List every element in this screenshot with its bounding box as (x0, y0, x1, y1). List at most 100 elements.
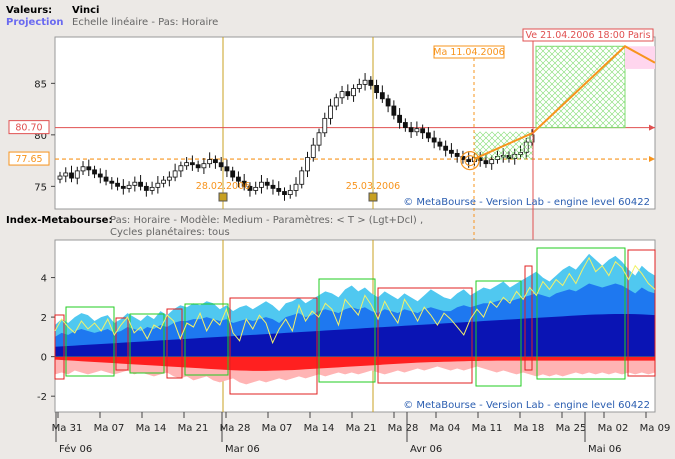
index-tick: 4 (41, 274, 47, 285)
candle (333, 97, 339, 107)
index-cycles: Cycles planétaires: tous (110, 227, 230, 238)
cycle-box (54, 314, 65, 380)
cycle-box (524, 265, 533, 371)
candle (264, 181, 270, 186)
index-params: Pas: Horaire - Modèle: Medium - Paramètr… (110, 215, 424, 226)
index-areas (55, 240, 655, 412)
candle (166, 176, 172, 181)
candle (379, 92, 385, 100)
candle (132, 181, 138, 186)
cycle-box (536, 247, 626, 380)
candle (178, 165, 184, 172)
candle (253, 186, 259, 191)
projection-start-circle-inner (464, 155, 476, 167)
candle (282, 191, 287, 195)
event-date-label: 25.03.2006 (346, 181, 400, 192)
x-tick: Ma 11 (472, 423, 503, 434)
candle (218, 162, 224, 168)
index-yellow-line (54, 256, 656, 345)
x-tick: Ma 07 (94, 423, 125, 434)
candle (414, 128, 420, 133)
projection-tail-fill (625, 46, 655, 69)
candle (305, 157, 310, 172)
x-month: Mar 06 (225, 444, 260, 455)
candle (351, 88, 356, 97)
valeurs-value: Vinci (72, 5, 100, 16)
x-tick: Ma 28 (220, 423, 251, 434)
candle (489, 159, 495, 165)
candle (345, 91, 351, 97)
candle (172, 170, 178, 178)
x-month: Avr 06 (410, 444, 442, 455)
x-tick: Ma 21 (178, 423, 209, 434)
candle (86, 166, 92, 171)
projection-start-circle (460, 150, 480, 171)
candle (397, 114, 403, 123)
candle (184, 162, 190, 167)
price-tick: 85 (34, 79, 47, 90)
candle (316, 132, 322, 146)
cycle-box (129, 313, 165, 374)
candle (362, 79, 368, 85)
cycle-box (184, 303, 229, 376)
candle (270, 184, 276, 189)
x-month: Mai 06 (588, 444, 621, 455)
candle (195, 164, 201, 169)
projection-start-label: Ma 11.04.2006 (433, 47, 504, 58)
candle (155, 182, 161, 188)
x-month: Fév 06 (59, 443, 92, 455)
arrow-right (649, 124, 655, 131)
candle (126, 184, 132, 189)
cycle-box (318, 278, 376, 383)
candle (437, 141, 443, 147)
index-y-axis: -2 0 2 4 (37, 274, 55, 403)
x-tick: Ma 21 (346, 423, 377, 434)
candle (287, 190, 293, 195)
index-footer: © MetaBourse - Version Lab - engine leve… (403, 400, 650, 411)
candles (57, 73, 535, 201)
candle (339, 91, 345, 99)
candle (236, 176, 241, 182)
candle (241, 180, 247, 187)
cycle-boxes (54, 247, 656, 395)
cycle-box (229, 297, 318, 395)
x-tick: Ma 02 (598, 423, 629, 434)
target-level-label: 80.70 (15, 123, 42, 134)
index-area (55, 313, 655, 357)
event-marker (218, 192, 228, 202)
index-tick: -2 (37, 392, 47, 403)
candle (57, 175, 63, 180)
index-label: Index-Metabourse: (6, 215, 113, 226)
candle (189, 162, 195, 166)
candle (115, 182, 120, 187)
candle (420, 128, 426, 134)
x-tick: Ma 07 (262, 423, 293, 434)
price-annotations: 80.70 77.65 Ma 11.04.2006 Ve 21.04.2006 18:… (8, 28, 654, 406)
price-y-axis: 75 80 85 (34, 79, 55, 193)
price-footer: © MetaBourse - Version Lab - engine leve… (403, 197, 650, 208)
valeurs-label: Valeurs: (6, 5, 53, 16)
cycle-box (475, 280, 522, 387)
candle (103, 176, 109, 182)
x-tick: Ma 28 (388, 423, 419, 434)
current-price-box (8, 151, 50, 166)
candle (230, 170, 236, 178)
x-tick: Ma 31 (52, 423, 83, 434)
price-tick: 80 (34, 131, 47, 142)
projection-end-box (522, 28, 654, 42)
arrow-right (649, 156, 655, 163)
candle (201, 163, 207, 169)
candle (356, 83, 362, 89)
x-axis: Ma 31 Ma 07 Ma 14 Ma 21 Ma 28 Ma 07 Ma 14 Ma 21… (52, 412, 670, 455)
cycle-box (115, 317, 129, 371)
current-price-label: 77.65 (15, 154, 42, 165)
candle (92, 169, 97, 175)
projection-start-box (433, 45, 505, 59)
candle (466, 159, 472, 163)
price-tick: 75 (34, 182, 47, 193)
x-tick: Ma 18 (514, 423, 545, 434)
candle (483, 160, 489, 165)
cycle-box (627, 249, 656, 377)
candle (120, 185, 126, 189)
